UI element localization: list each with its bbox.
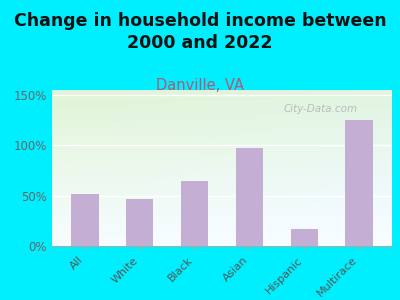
Bar bbox=[126, 199, 154, 246]
Text: Danville, VA: Danville, VA bbox=[156, 78, 244, 93]
Bar bbox=[71, 194, 99, 246]
Text: Change in household income between
2000 and 2022: Change in household income between 2000 … bbox=[14, 12, 386, 52]
Bar bbox=[181, 181, 208, 246]
Bar bbox=[236, 148, 263, 246]
Bar bbox=[290, 229, 318, 246]
Bar bbox=[345, 120, 373, 246]
Text: City-Data.com: City-Data.com bbox=[283, 104, 357, 114]
